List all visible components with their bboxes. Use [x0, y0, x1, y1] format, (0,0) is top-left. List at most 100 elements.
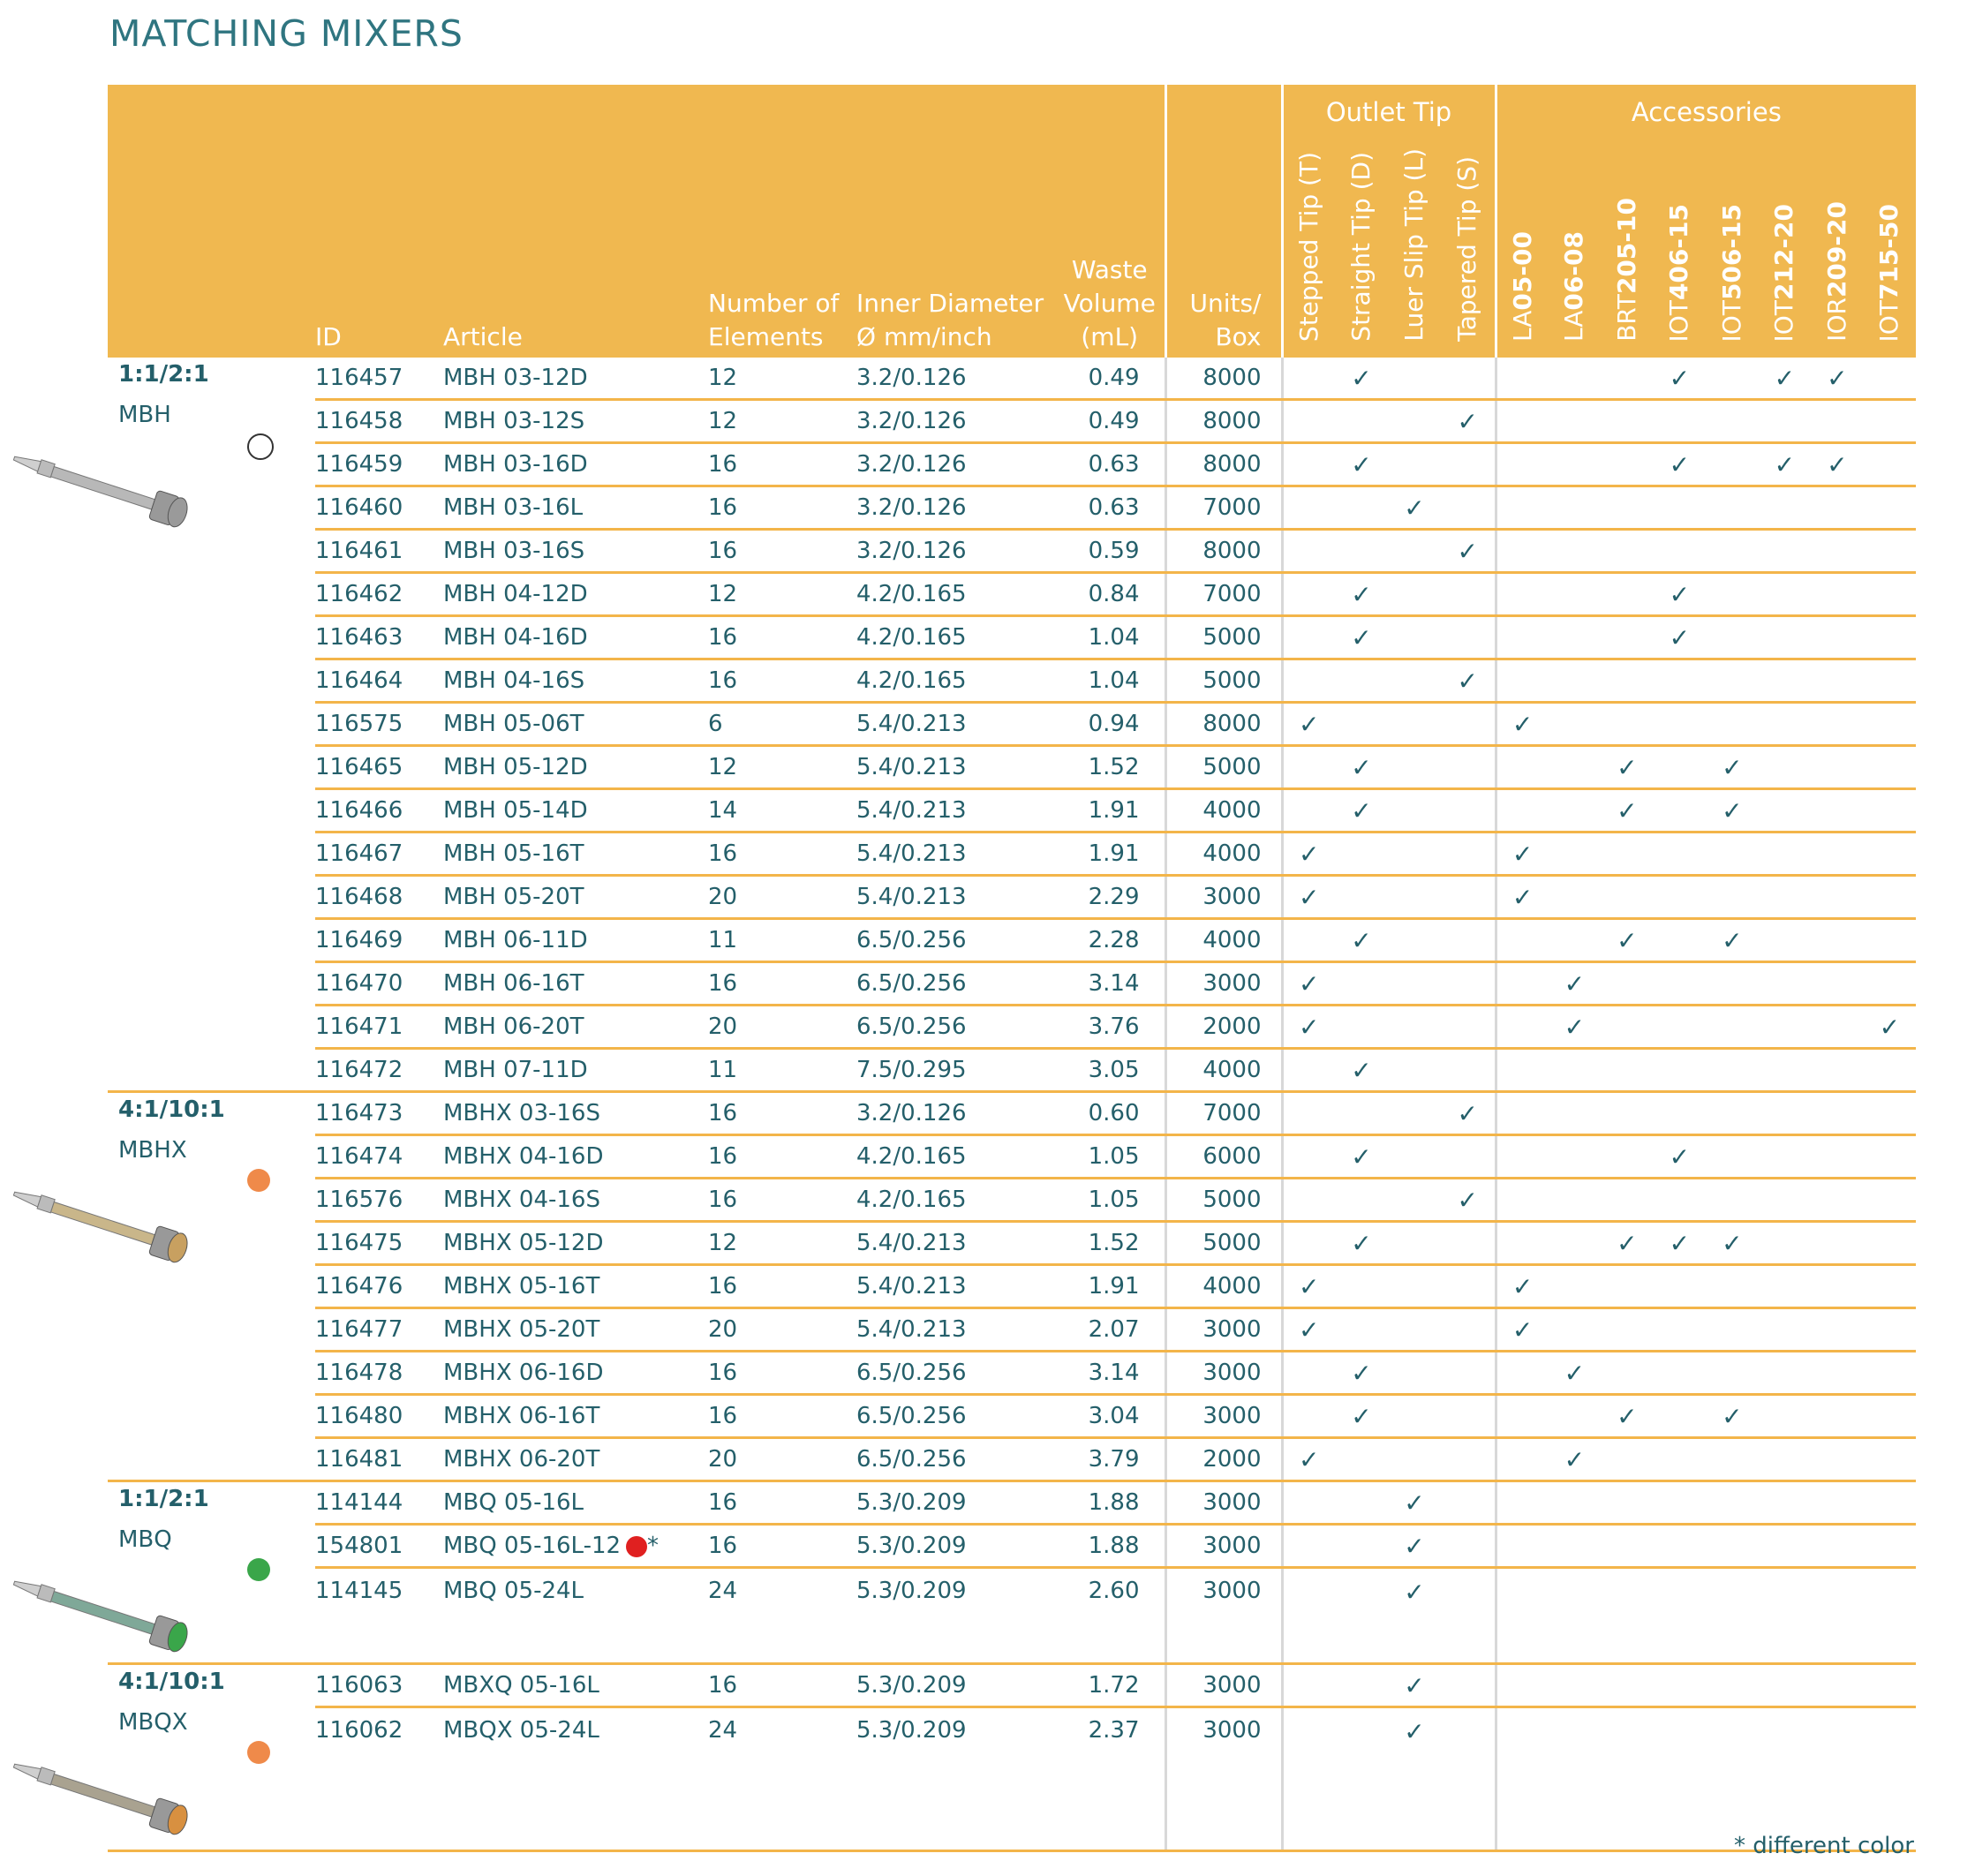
cell-accessory-1: [1548, 1394, 1602, 1439]
header-elements: Number of Elements: [708, 85, 856, 358]
article-name: MBH 04-16D: [443, 624, 588, 651]
cell-outlet-D: ✓: [1335, 442, 1388, 487]
article-name: MBH 03-12D: [443, 365, 588, 391]
accessory-label: LA 06-08: [1557, 231, 1591, 342]
check-icon: ✓: [1669, 622, 1691, 652]
cell-outlet-L: [1388, 918, 1441, 963]
accessory-label: IOT 212-20: [1768, 204, 1801, 342]
footnote: * different color: [1734, 1833, 1914, 1859]
cell-accessory-0: [1494, 486, 1549, 531]
cell-accessory-2: [1601, 875, 1654, 920]
cell-outlet-D: [1335, 875, 1388, 920]
cell-accessory-4: [1706, 1706, 1759, 1852]
cell-outlet-D: [1335, 1524, 1388, 1569]
cell-elements: 20: [708, 1437, 856, 1482]
header-outlet-tip-3: Tapered Tip (S): [1441, 143, 1496, 358]
cell-accessory-7: [1863, 1048, 1917, 1093]
cell-accessory-7: [1863, 1437, 1917, 1482]
cell-article: MBHX 04-16D: [443, 1134, 708, 1179]
article-name: MBHX 05-16T: [443, 1273, 600, 1300]
cell-outlet-T: [1280, 1394, 1335, 1439]
cell-outlet-D: ✓: [1335, 918, 1388, 963]
article-name: MBHX 03-16S: [443, 1100, 600, 1126]
cell-accessory-1: [1548, 615, 1602, 660]
cell-article: MBHX 03-16S: [443, 1091, 708, 1136]
cell-outlet-S: [1441, 832, 1496, 877]
cell-accessory-1: [1548, 875, 1602, 920]
cell-outlet-L: [1388, 1178, 1441, 1223]
cell-accessory-6: [1811, 1524, 1864, 1569]
cell-accessory-1: ✓: [1548, 961, 1602, 1006]
cell-accessory-1: ✓: [1548, 1437, 1602, 1482]
cell-accessory-0: [1494, 1134, 1549, 1179]
cell-accessory-1: [1548, 1264, 1602, 1309]
cell-id: 116468: [315, 875, 443, 920]
table-row: 116062 MBQX 05-24L 24 5.3/0.209 2.37 3000 ✓: [108, 1706, 1917, 1852]
cell-accessory-5: [1758, 1005, 1812, 1050]
table-row: 116471 MBH 06-20T 20 6.5/0.256 3.76 2000 ✓ ✓ ✓: [108, 1005, 1917, 1050]
outlet-tip-label: Luer Slip Tip (L): [1399, 148, 1428, 342]
cell-id: 116467: [315, 832, 443, 877]
cell-outlet-S: ✓: [1441, 529, 1496, 574]
cell-inner-diameter: 5.3/0.209: [856, 1663, 1055, 1708]
cell-outlet-L: [1388, 1221, 1441, 1266]
cell-outlet-S: [1441, 1307, 1496, 1352]
table-row: 116475 MBHX 05-12D 12 5.4/0.213 1.52 5000 ✓ ✓ ✓ ✓: [108, 1221, 1917, 1266]
check-icon: ✓: [1564, 1012, 1586, 1042]
cell-accessory-2: ✓: [1601, 788, 1654, 833]
cell-outlet-T: [1280, 1663, 1335, 1708]
accessory-label: IOT 406-15: [1662, 204, 1696, 342]
cell-accessory-2: [1601, 1178, 1654, 1223]
cell-inner-diameter: 4.2/0.165: [856, 659, 1055, 704]
check-icon: ✓: [1351, 1228, 1372, 1258]
cell-accessory-5: [1758, 832, 1812, 877]
header-article: Article: [443, 85, 708, 358]
cell-outlet-D: [1335, 1178, 1388, 1223]
accessory-code: 05-00: [1507, 231, 1537, 311]
cell-accessory-6: [1811, 659, 1864, 704]
cell-inner-diameter: 4.2/0.165: [856, 1178, 1055, 1223]
cell-accessory-1: [1548, 358, 1602, 401]
cell-accessory-6: [1811, 1178, 1864, 1223]
accessory-prefix: LA: [1559, 310, 1589, 342]
cell-elements: 11: [708, 1048, 856, 1093]
cell-accessory-0: ✓: [1494, 702, 1549, 747]
cell-id: 116469: [315, 918, 443, 963]
cell-article: MBHX 05-12D: [443, 1221, 708, 1266]
cell-accessory-0: [1494, 1437, 1549, 1482]
check-icon: ✓: [1879, 1012, 1901, 1042]
check-icon: ✓: [1351, 1055, 1372, 1085]
cell-accessory-4: [1706, 1307, 1759, 1352]
cell-accessory-2: [1601, 486, 1654, 531]
cell-accessory-4: [1706, 358, 1759, 401]
cell-accessory-1: [1548, 659, 1602, 704]
cell-accessory-0: [1494, 358, 1549, 401]
cell-units-box: 4000: [1164, 832, 1282, 877]
cell-outlet-T: ✓: [1280, 875, 1335, 920]
cell-article: MBH 03-16L: [443, 486, 708, 531]
cell-article: MBH 05-14D: [443, 788, 708, 833]
table-row: 116461 MBH 03-16S 16 3.2/0.126 0.59 8000 ✓: [108, 529, 1917, 574]
cell-outlet-T: [1280, 1706, 1335, 1852]
cell-outlet-L: ✓: [1388, 486, 1441, 531]
table-header: ID Article Number of Elements Inner Diam…: [108, 85, 1917, 358]
cell-waste-volume: 2.07: [1055, 1307, 1165, 1352]
cell-accessory-3: [1653, 1307, 1707, 1352]
cell-elements: 14: [708, 788, 856, 833]
cell-waste-volume: 3.04: [1055, 1394, 1165, 1439]
cell-accessory-6: [1811, 702, 1864, 747]
check-icon: ✓: [1669, 363, 1691, 393]
cell-outlet-L: [1388, 1264, 1441, 1309]
accessory-label: BRT 205-10: [1610, 198, 1644, 342]
cell-accessory-6: [1811, 1134, 1864, 1179]
cell-outlet-D: ✓: [1335, 745, 1388, 790]
cell-elements: 16: [708, 1480, 856, 1526]
cell-waste-volume: 2.28: [1055, 918, 1165, 963]
accessory-code: 506-15: [1716, 203, 1746, 300]
cell-outlet-D: [1335, 486, 1388, 531]
cell-id: 116460: [315, 486, 443, 531]
cell-accessory-3: ✓: [1653, 615, 1707, 660]
cell-waste-volume: 1.88: [1055, 1524, 1165, 1569]
cell-article: MBH 04-12D: [443, 572, 708, 617]
cell-accessory-5: [1758, 572, 1812, 617]
